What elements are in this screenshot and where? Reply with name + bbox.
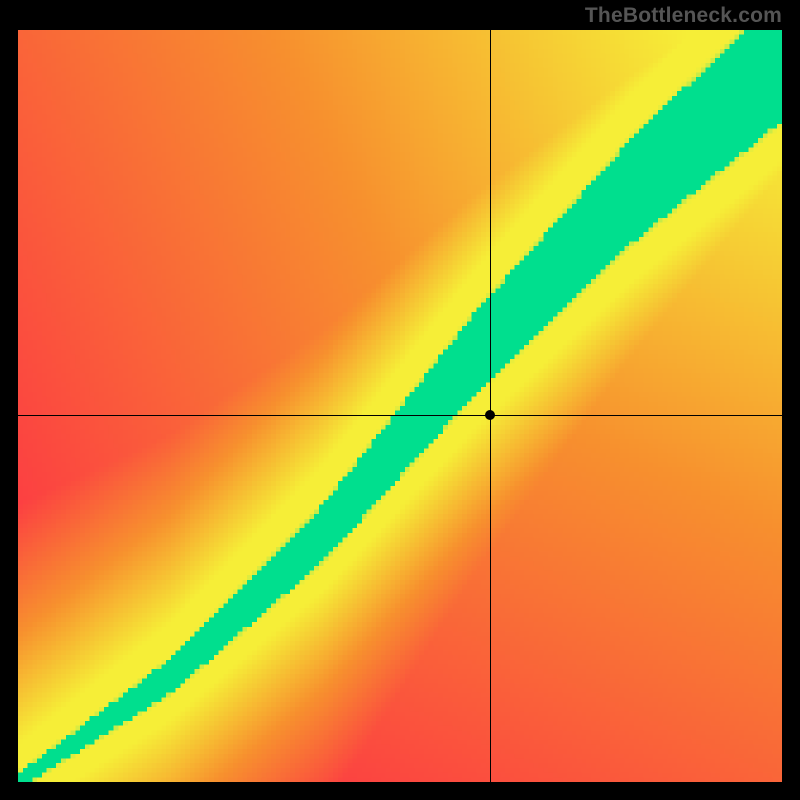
watermark-text: TheBottleneck.com [585, 4, 782, 28]
page-root: TheBottleneck.com [0, 0, 800, 800]
heatmap-canvas [18, 30, 782, 782]
heatmap-plot [18, 30, 782, 782]
